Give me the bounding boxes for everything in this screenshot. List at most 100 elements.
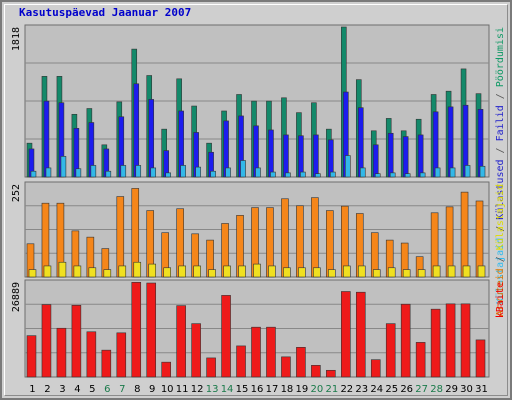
- bar-visits-failid-day-24: [372, 144, 379, 178]
- legend-entry: /: [495, 250, 506, 268]
- legend-entry: /: [495, 87, 506, 105]
- day-label-20: 20: [311, 384, 324, 395]
- day-label-12: 12: [191, 384, 204, 395]
- bar-visits-k-lastused-day-20: [315, 173, 321, 178]
- bar-bytes-kbaite-day-22: [341, 291, 351, 378]
- bar-hosts-k-lastajaid-day-31: [477, 265, 486, 278]
- day-label-14: 14: [221, 384, 234, 395]
- bar-hosts-k-lastajaid-day-1: [28, 269, 37, 278]
- bar-visits-k-lastused-day-15: [240, 160, 246, 178]
- chart-title: Kasutuspäevad Jaanuar 2007: [19, 6, 192, 19]
- panel-bytes-ymax-label: 26889: [11, 282, 22, 312]
- bar-hosts-k-lastajaid-day-24: [372, 269, 381, 278]
- bar-hosts-k-lastajaid-day-3: [58, 261, 67, 278]
- day-label-26: 26: [400, 384, 413, 395]
- bar-hosts-k-lastajaid-day-28: [432, 265, 441, 278]
- bar-bytes-kbaite-day-10: [161, 361, 171, 378]
- legend-entry: Külastused: [495, 159, 506, 219]
- bar-bytes-kbaite-day-30: [460, 303, 471, 378]
- bar-bytes-kbaite-day-27: [415, 342, 426, 378]
- bar-bytes-kbaite-day-12: [191, 323, 201, 378]
- bar-bytes-kbaite-day-24: [370, 359, 381, 378]
- panel-hosts-ymax-label: 252: [11, 184, 22, 202]
- bar-hosts-k-lastajaid-day-8: [133, 261, 142, 278]
- bar-visits-k-lastused-day-10: [165, 172, 171, 178]
- bar-visits-failid-day-2: [43, 100, 50, 178]
- bar-hosts-k-lastajaid-day-29: [447, 265, 456, 278]
- bar-visits-k-lastused-day-17: [270, 171, 276, 178]
- bar-hosts-k-lastajaid-day-7: [118, 265, 127, 278]
- day-label-21: 21: [325, 384, 338, 395]
- bar-visits-k-lastused-day-27: [419, 172, 426, 178]
- bar-visits-failid-day-28: [432, 111, 439, 178]
- bar-hosts-arvuteid-day-20: [311, 197, 319, 278]
- bar-visits-k-lastused-day-16: [255, 167, 261, 178]
- day-label-29: 29: [445, 384, 458, 395]
- bar-bytes-kbaite-day-17: [266, 326, 276, 378]
- bar-hosts-k-lastajaid-day-9: [148, 263, 157, 278]
- bar-visits-failid-day-25: [387, 132, 394, 178]
- day-label-1: 1: [29, 384, 35, 395]
- bar-bytes-kbaite-day-25: [385, 323, 396, 378]
- day-label-11: 11: [176, 384, 189, 395]
- bar-visits-k-lastused-day-3: [60, 156, 67, 178]
- bar-visits-k-lastused-day-4: [75, 168, 82, 178]
- bar-visits-k-lastused-day-11: [180, 165, 186, 178]
- bar-visits-k-lastused-day-30: [464, 165, 471, 178]
- bar-bytes-kbaite-day-31: [475, 339, 486, 378]
- legend-entry: /: [495, 141, 506, 159]
- bar-visits-failid-day-18: [283, 134, 289, 178]
- day-label-10: 10: [161, 384, 174, 395]
- bar-hosts-k-lastajaid-day-21: [328, 269, 336, 278]
- bar-bytes-kbaite-day-6: [101, 349, 112, 378]
- bar-visits-failid-day-27: [417, 134, 424, 178]
- legend-entry: Külastajaid: [495, 238, 506, 304]
- bar-bytes-kbaite-day-11: [176, 305, 186, 378]
- bar-bytes-kbaite-day-18: [281, 356, 291, 378]
- day-label-19: 19: [296, 384, 309, 395]
- legend-entry: Pöördumisi: [495, 27, 506, 87]
- legend-entry: Failid: [495, 105, 506, 141]
- bar-hosts-arvuteid-day-30: [460, 191, 469, 278]
- day-label-4: 4: [74, 384, 80, 395]
- bar-hosts-k-lastajaid-day-20: [313, 267, 321, 278]
- bar-visits-k-lastused-day-18: [285, 172, 291, 178]
- day-label-31: 31: [475, 384, 488, 395]
- bar-visits-k-lastused-day-8: [135, 165, 142, 178]
- day-label-8: 8: [134, 384, 140, 395]
- bar-visits-k-lastused-day-2: [45, 167, 52, 178]
- day-label-2: 2: [44, 384, 50, 395]
- day-label-18: 18: [281, 384, 294, 395]
- bar-bytes-kbaite-day-4: [71, 304, 82, 378]
- bar-hosts-k-lastajaid-day-2: [43, 265, 52, 278]
- bar-bytes-kbaite-day-8: [131, 282, 142, 378]
- day-label-9: 9: [149, 384, 155, 395]
- bar-visits-k-lastused-day-31: [479, 165, 486, 178]
- bar-visits-k-lastused-day-25: [389, 172, 396, 178]
- panel-visits-ymax-label: 1818: [11, 27, 22, 51]
- bar-bytes-kbaite-day-21: [326, 369, 336, 378]
- bar-visits-k-lastused-day-28: [434, 167, 441, 178]
- bar-hosts-k-lastajaid-day-26: [402, 269, 411, 278]
- day-label-7: 7: [119, 384, 125, 395]
- panel-hosts-series-legend: Arvuteid / Külastajaid: [495, 184, 506, 316]
- day-label-5: 5: [89, 384, 95, 395]
- bar-visits-k-lastused-day-7: [120, 165, 127, 178]
- bar-visits-k-lastused-day-5: [90, 165, 97, 178]
- bar-visits-k-lastused-day-14: [225, 167, 231, 178]
- bar-visits-k-lastused-day-1: [30, 170, 37, 178]
- bar-hosts-k-lastajaid-day-23: [357, 265, 366, 278]
- bar-bytes-kbaite-day-7: [116, 332, 127, 378]
- bar-hosts-k-lastajaid-day-18: [283, 267, 291, 278]
- day-label-6: 6: [104, 384, 110, 395]
- bar-visits-failid-day-19: [298, 135, 304, 178]
- bar-visits-k-lastused-day-24: [374, 173, 381, 178]
- day-label-27: 27: [415, 384, 428, 395]
- bar-bytes-kbaite-day-29: [445, 303, 456, 378]
- bar-bytes-kbaite-day-13: [206, 357, 216, 378]
- chart-frame-inner: [4, 4, 508, 396]
- legend-entry: Arvuteid: [495, 268, 506, 316]
- day-label-17: 17: [266, 384, 279, 395]
- bar-bytes-kbaite-day-9: [146, 282, 157, 378]
